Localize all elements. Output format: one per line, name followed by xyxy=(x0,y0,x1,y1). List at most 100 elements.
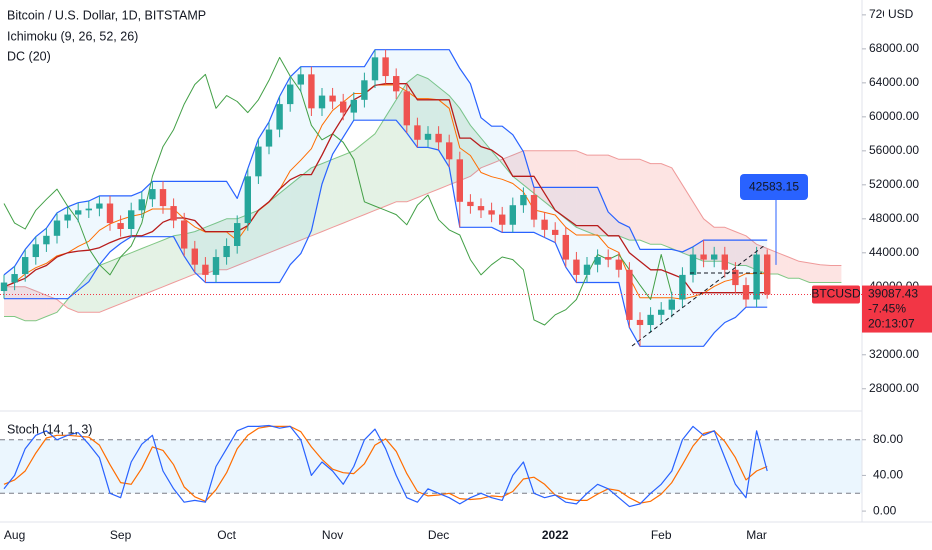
price-tag xyxy=(862,285,932,333)
cloud xyxy=(820,264,831,283)
span-b xyxy=(4,150,842,313)
y-tick-label: 64000.00 xyxy=(869,75,919,89)
candle-body xyxy=(403,91,410,126)
candle-body xyxy=(11,274,18,283)
change-label: -7.45% xyxy=(868,302,906,316)
cloud xyxy=(14,286,26,321)
cloud xyxy=(576,150,587,232)
candle-body xyxy=(541,219,548,230)
cloud xyxy=(375,116,386,211)
candle-body xyxy=(244,176,251,224)
cloud xyxy=(364,133,375,215)
candle-body xyxy=(53,220,61,236)
candle-body xyxy=(753,254,760,300)
candle-body xyxy=(594,257,601,265)
candle-body xyxy=(170,206,177,221)
span-a xyxy=(4,73,842,322)
countdown-label: 20:13:07 xyxy=(868,317,915,331)
chart-title: Bitcoin / U.S. Dollar, 1D, BITSTAMP xyxy=(7,8,206,22)
candle-body xyxy=(520,195,527,206)
candle-body xyxy=(499,214,506,225)
y-tick-label: 48000.00 xyxy=(869,211,919,225)
candle-body xyxy=(64,214,71,221)
cloud xyxy=(777,252,789,279)
candle-body xyxy=(552,229,559,235)
cloud xyxy=(290,176,301,245)
cloud xyxy=(544,150,556,211)
candle-body xyxy=(414,125,421,140)
cloud xyxy=(587,155,598,236)
candle-body xyxy=(75,210,82,215)
candle-body xyxy=(85,208,92,211)
candle-body xyxy=(128,210,135,230)
cloud xyxy=(120,252,132,304)
cloud xyxy=(608,155,619,236)
candle-body xyxy=(477,206,485,211)
x-tick-label: Feb xyxy=(651,528,672,542)
candle-body xyxy=(509,205,516,225)
y-tick-label: 68000.00 xyxy=(869,41,919,55)
x-tick-label: Aug xyxy=(4,528,25,542)
candle-body xyxy=(732,269,739,286)
candle-body xyxy=(742,285,750,300)
donchian-upper xyxy=(3,49,768,276)
candle-body xyxy=(446,142,453,160)
candle-body xyxy=(679,274,686,300)
cloud xyxy=(565,150,577,228)
cloud xyxy=(279,184,291,249)
candle-body xyxy=(202,264,209,275)
band-fill xyxy=(0,439,862,494)
x-tick-label: Sep xyxy=(110,528,132,542)
oscillator-label: Stoch (14, 1, 3) xyxy=(7,422,92,436)
candle-body xyxy=(562,234,569,260)
callout-box xyxy=(740,174,808,200)
candle-body xyxy=(361,80,368,100)
callout-label: 42583.15 xyxy=(749,180,799,194)
candle-body xyxy=(350,99,357,113)
candle-body xyxy=(329,95,336,102)
candle-body xyxy=(467,201,474,207)
cloud xyxy=(417,74,428,198)
cloud xyxy=(25,286,36,321)
y-tick-label: 60000.00 xyxy=(869,109,919,123)
candle-body xyxy=(22,257,29,275)
candle-body xyxy=(276,104,283,130)
candle-body xyxy=(393,76,400,92)
cloud xyxy=(385,99,397,207)
candle-body xyxy=(223,246,230,258)
candle-body xyxy=(456,159,463,202)
candle-body xyxy=(234,223,241,246)
cloud xyxy=(693,201,704,262)
cloud xyxy=(650,163,662,245)
candle-body xyxy=(764,254,771,295)
symbol-label: BTCUSD xyxy=(811,287,861,301)
y-tick-label: 32000.00 xyxy=(869,347,919,361)
cloud xyxy=(46,295,57,317)
cloud xyxy=(671,167,683,253)
cloud xyxy=(618,159,630,241)
price-pane xyxy=(0,49,842,347)
cloud xyxy=(661,163,672,249)
candle-body xyxy=(117,223,124,230)
candle-body xyxy=(382,57,389,77)
candle-body xyxy=(181,220,188,249)
candle-body xyxy=(488,210,495,215)
lagging-span xyxy=(3,56,673,326)
candle-body xyxy=(43,235,50,245)
cloud xyxy=(470,125,481,177)
candle-body xyxy=(191,248,198,265)
x-tick-label: Dec xyxy=(428,528,449,542)
y-tick-label: 0.00 xyxy=(873,503,897,517)
donchian-lower xyxy=(4,119,768,347)
y-tick-label: 80.00 xyxy=(873,432,903,446)
candle-body xyxy=(96,203,103,209)
cloud xyxy=(163,235,174,287)
cloud xyxy=(714,227,725,262)
candle-body xyxy=(711,254,718,260)
x-tick-label: 2022 xyxy=(542,528,569,542)
candle-body xyxy=(647,314,654,326)
cloud xyxy=(555,150,566,219)
candle-body xyxy=(0,282,8,292)
cloud xyxy=(332,155,344,228)
candle-body xyxy=(340,101,347,113)
